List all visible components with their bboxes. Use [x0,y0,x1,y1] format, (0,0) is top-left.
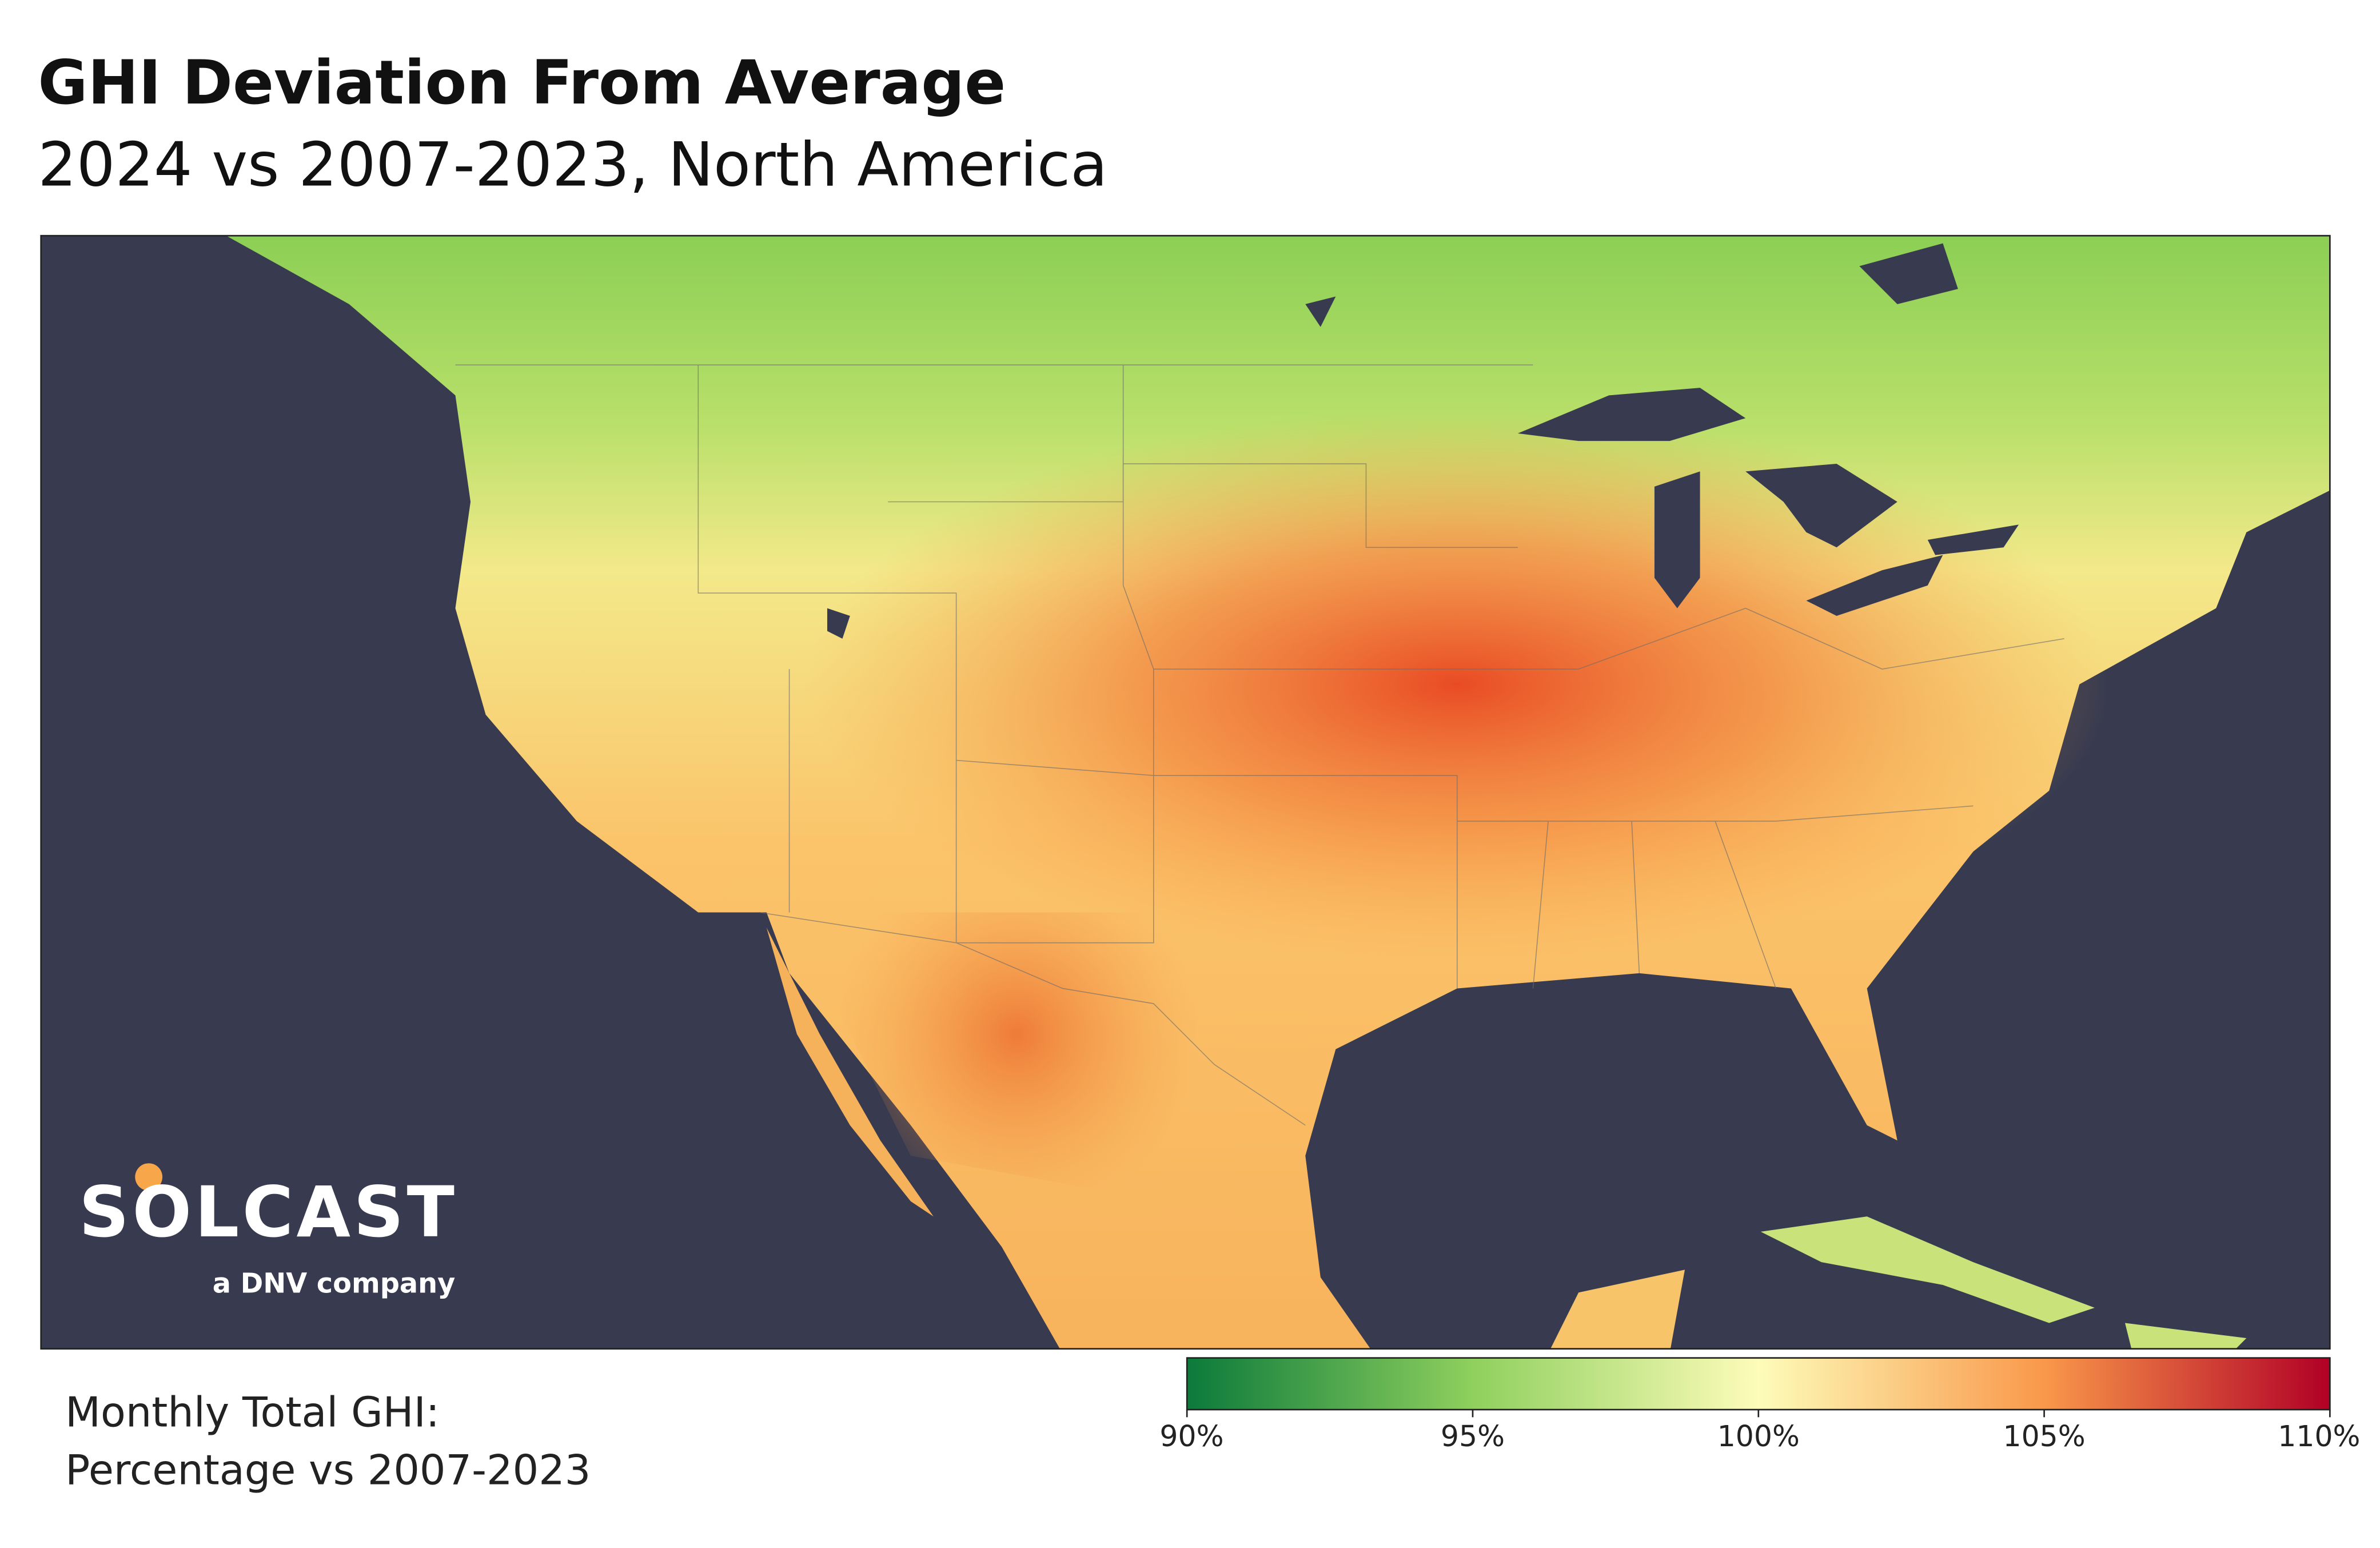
colorbar-tick-label: 95% [1441,1419,1505,1453]
colorbar-ramp [1186,1357,2331,1411]
logo-name: SOLCAST [79,1172,457,1253]
logo: SOLCAST a DNV company [79,1163,457,1299]
legend-caption: Monthly Total GHI: [65,1388,440,1436]
borders [455,364,2064,1126]
legend-caption: Percentage vs 2007-2023 [65,1446,591,1494]
map-frame [40,234,2331,1350]
cuba [1760,1216,2095,1323]
logo-sun [135,1163,163,1191]
colorbar-tick-label: 110% [2278,1419,2360,1453]
yucatan [1550,1270,1685,1349]
subtitle: 2024 vs 2007-2023, North America [38,129,1107,200]
colorbar-tick-label: 90% [1159,1419,1223,1453]
colorbar-tick-label: 105% [2003,1419,2085,1453]
title: GHI Deviation From Average [38,47,1006,118]
colorbar-tick-label: 100% [1717,1419,1800,1453]
lakes [827,243,2019,639]
hispaniola [2124,1323,2247,1349]
logo-tagline: a DNV company [213,1268,456,1299]
colorbar: 90% 95% 100% 105% 110% [1159,1357,2360,1453]
map: SOLCAST a DNV company [41,236,2330,1349]
